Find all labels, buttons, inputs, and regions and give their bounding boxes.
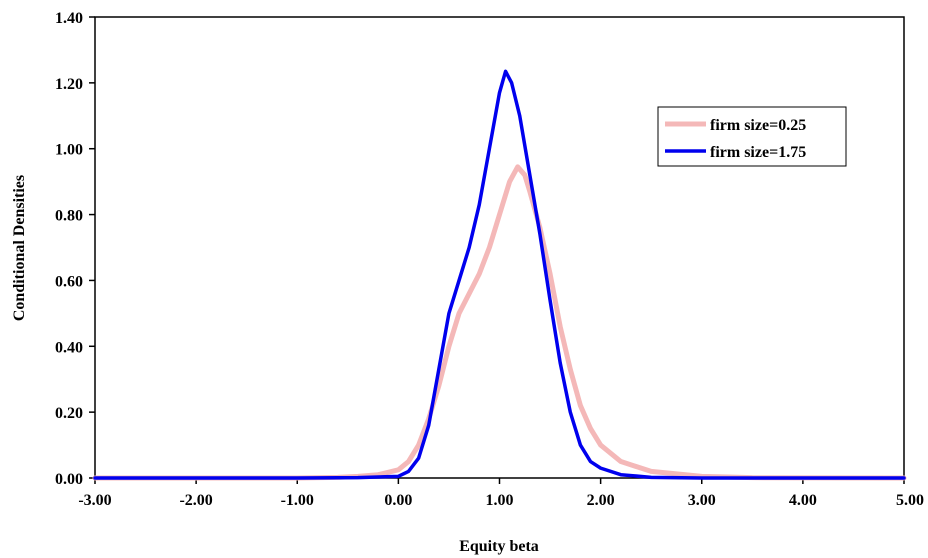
y-tick-label: 0.20 — [55, 405, 83, 422]
x-tick-label: -2.00 — [179, 492, 212, 509]
x-tick-label: 4.00 — [789, 492, 817, 509]
x-tick-label: 3.00 — [688, 492, 716, 509]
y-tick-label: 1.00 — [55, 142, 83, 159]
x-tick-label: 1.00 — [486, 492, 514, 509]
series-line-0 — [92, 164, 907, 481]
y-tick-label: 0.60 — [55, 273, 83, 290]
legend-box — [657, 106, 847, 167]
y-tick-label: 0.80 — [55, 208, 83, 225]
x-tick-label: -3.00 — [78, 492, 111, 509]
y-axis-title: Conditional Densities — [11, 175, 28, 321]
y-tick-label: 0.00 — [55, 471, 83, 488]
y-tick-label: 1.20 — [55, 76, 83, 93]
x-axis-title: Equity beta — [459, 538, 539, 555]
y-tick-label: 1.40 — [55, 10, 83, 27]
legend-label-0: firm size=0.25 — [710, 117, 806, 134]
plot-area — [94, 16, 905, 479]
y-axis: 0.00 0.20 0.40 0.60 0.80 1.00 1.20 1.40 — [55, 10, 95, 488]
legend-label-1: firm size=1.75 — [710, 144, 806, 161]
x-tick-label: -1.00 — [281, 492, 314, 509]
series-layer — [92, 69, 907, 481]
x-tick-label: 5.00 — [896, 492, 924, 509]
series-line-1 — [93, 69, 906, 480]
legend: firm size=0.25 firm size=1.75 — [657, 106, 847, 167]
y-tick-label: 0.40 — [55, 339, 83, 356]
x-tick-label: 0.00 — [384, 492, 412, 509]
x-axis: -3.00 -2.00 -1.00 0.00 1.00 2.00 3.00 4.00 5.00 — [78, 478, 924, 509]
x-tick-label: 2.00 — [587, 492, 615, 509]
